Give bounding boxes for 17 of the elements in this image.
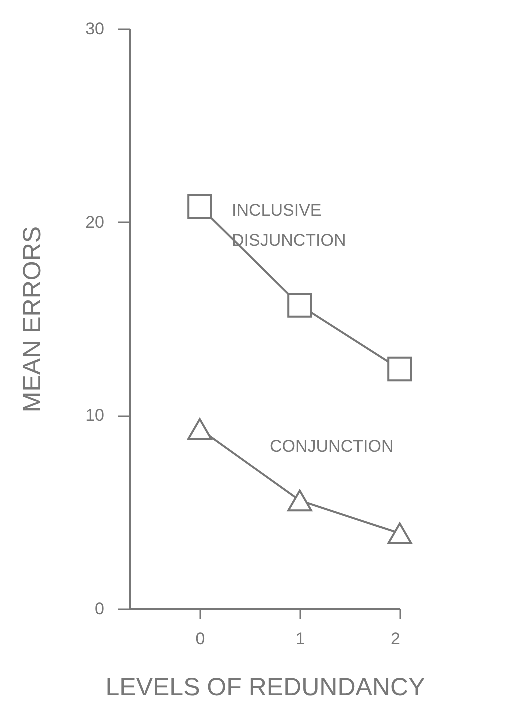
point — [188, 418, 212, 440]
x-axis-title: LEVELS OF REDUNDANCY — [106, 674, 426, 702]
point — [388, 522, 412, 544]
y-tick-label: 30 — [86, 20, 104, 38]
point — [288, 293, 312, 318]
point — [388, 356, 412, 382]
x-tick-label: 2 — [391, 630, 400, 648]
series-label: INCLUSIVE DISJUNCTION — [232, 200, 346, 250]
x-tick-label: 1 — [296, 630, 306, 648]
series-label: CONJUNCTION — [270, 437, 394, 456]
point — [188, 194, 212, 220]
point — [288, 490, 312, 512]
x-tick-label: 0 — [196, 630, 206, 648]
y-tick-label: 10 — [86, 406, 104, 426]
y-tick-label: 20 — [86, 212, 104, 232]
y-axis-title: MEAN ERRORS — [18, 226, 47, 413]
y-tick-label: 0 — [95, 600, 104, 618]
